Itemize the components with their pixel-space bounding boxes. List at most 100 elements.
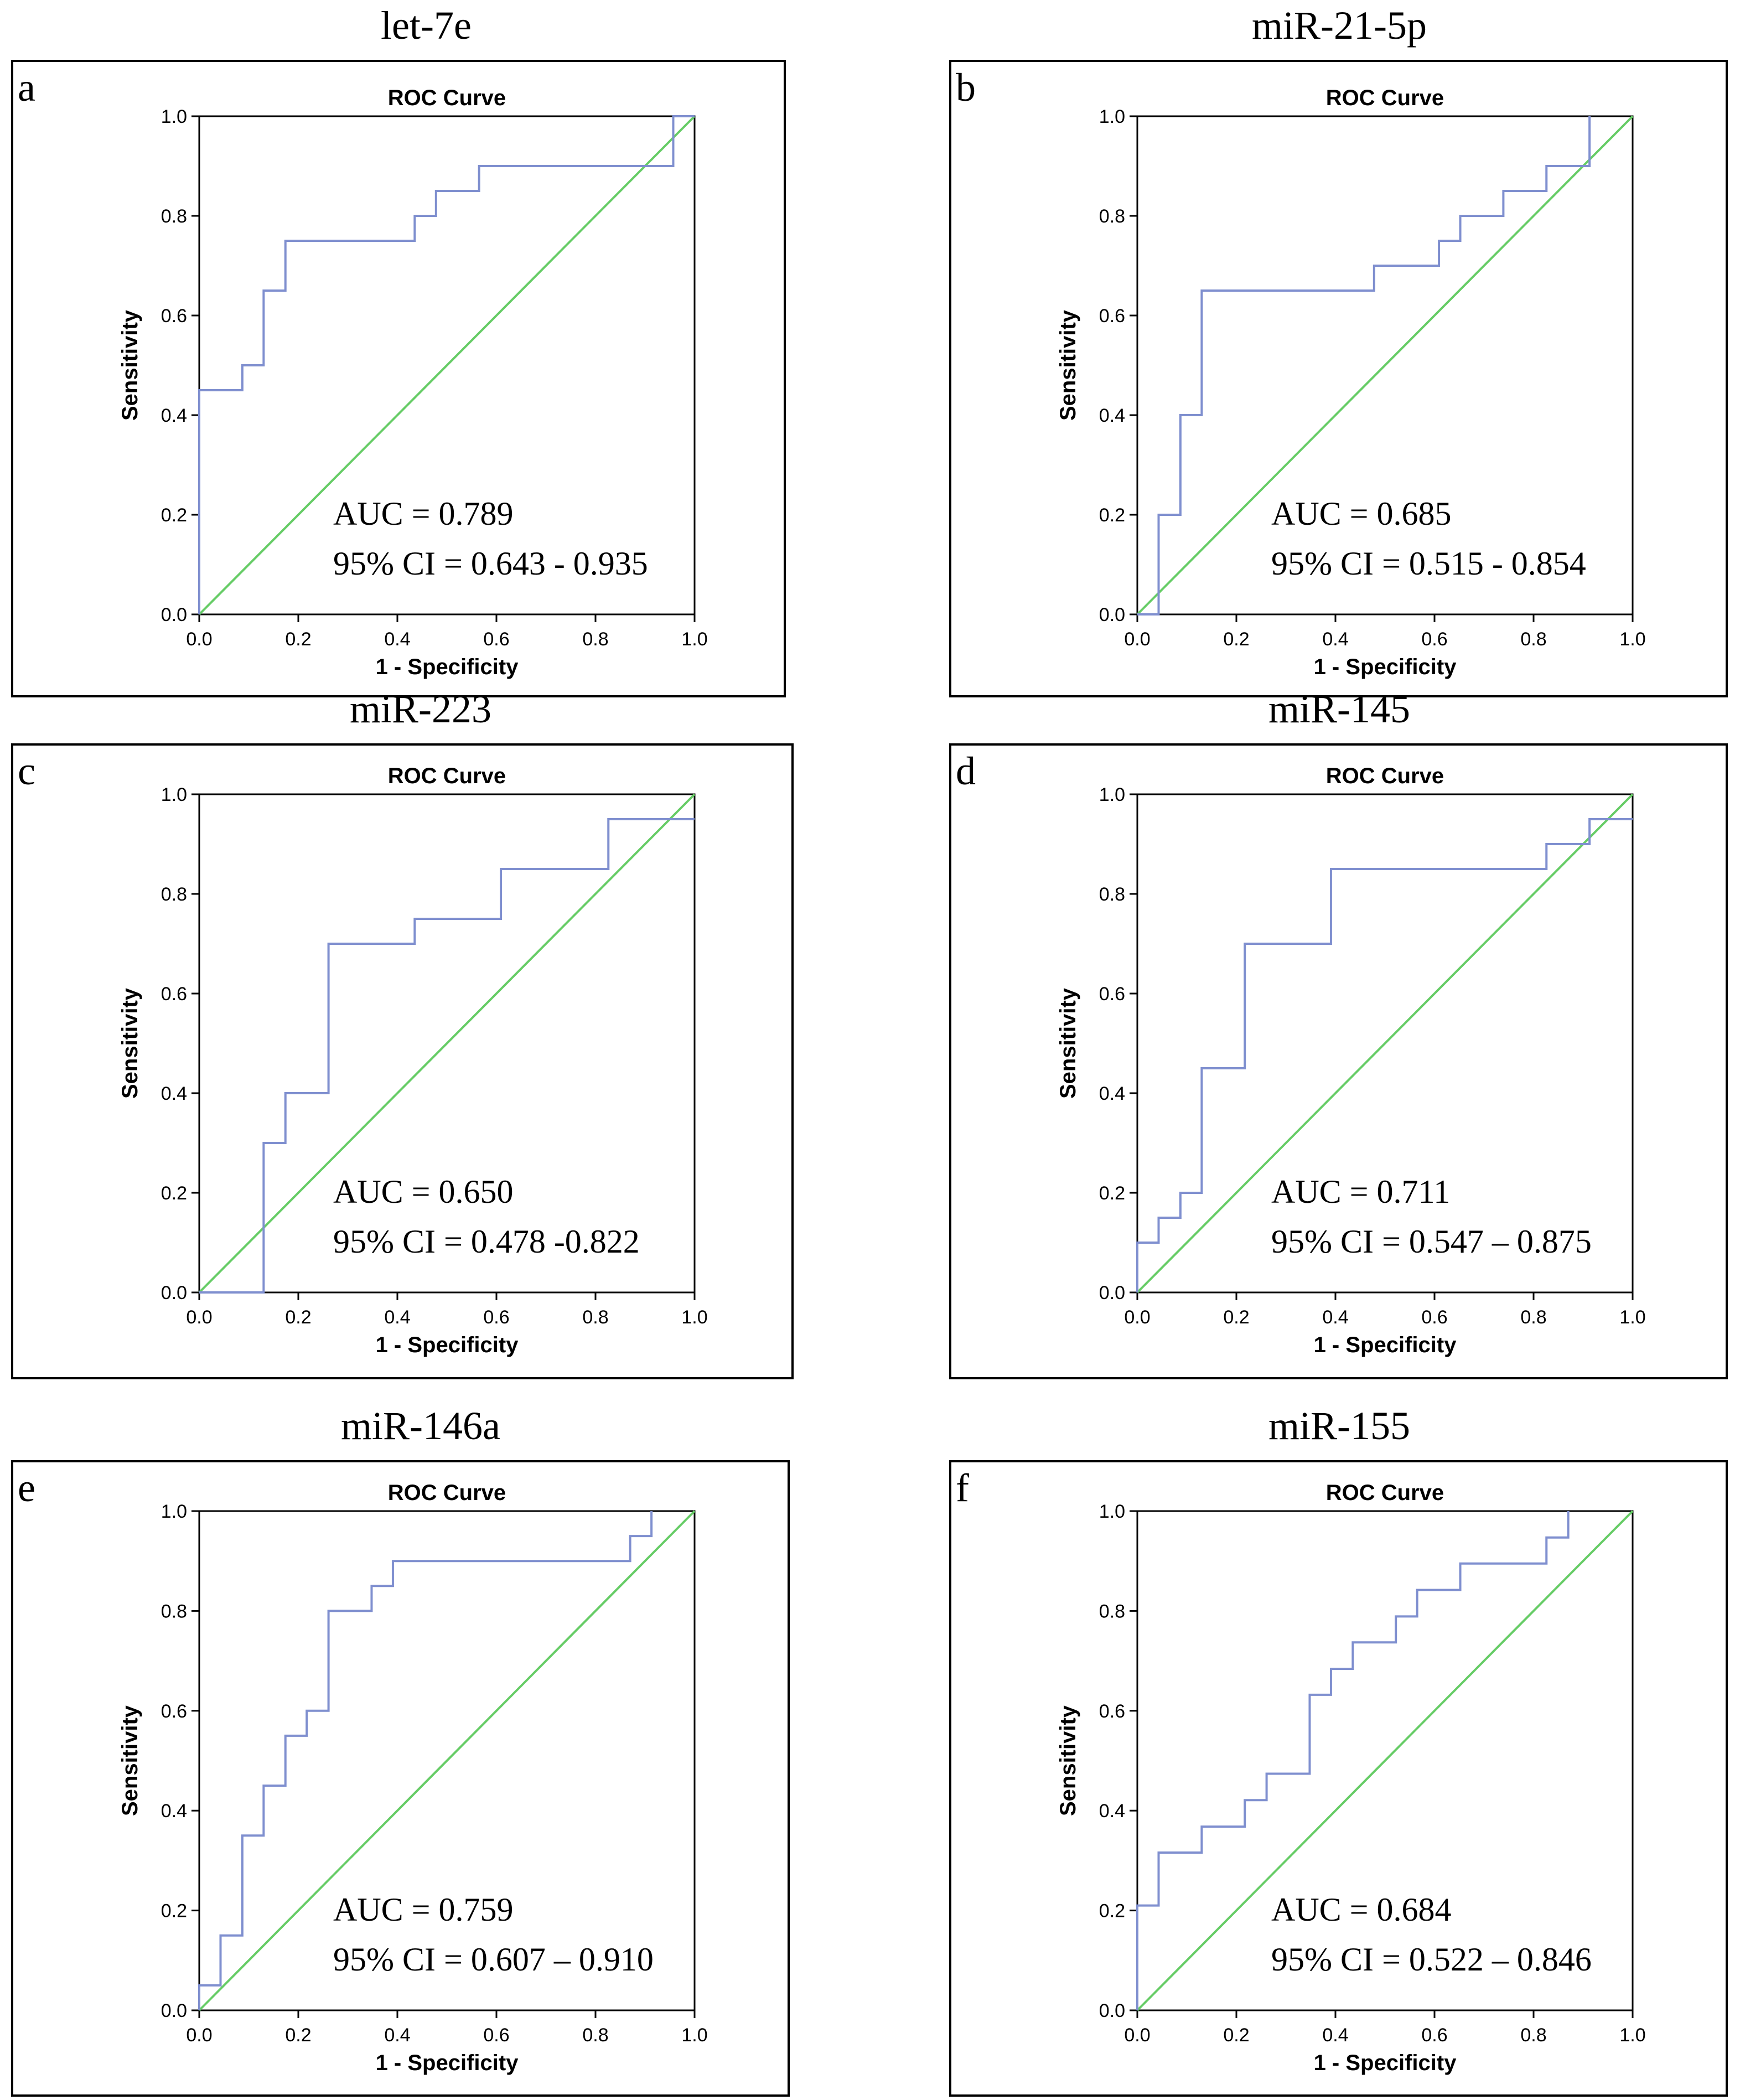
panel-b-auc-text: AUC = 0.685 <box>1271 495 1452 532</box>
panel-d-x-tick-label: 1.0 <box>1619 1307 1645 1328</box>
panel-e-x-tick-label: 1.0 <box>681 2025 707 2046</box>
panel-d-y-tick-label: 0.2 <box>1099 1183 1125 1204</box>
panel-a-y-tick-label: 1.0 <box>161 106 187 127</box>
panel-e-ci-text: 95% CI = 0.607 – 0.910 <box>333 1941 654 1978</box>
panel-a-x-axis-label: 1 - Specificity <box>376 655 519 679</box>
panel-e-frame <box>11 1460 790 2097</box>
panel-e-roc-curve <box>198 1511 653 2010</box>
panel-a-x-tick-label: 0.8 <box>582 629 608 650</box>
panel-b-y-tick-label: 0.4 <box>1099 405 1125 426</box>
panel-e-x-tick-label: 0.6 <box>483 2025 509 2046</box>
panel-c-y-tick-label: 0.6 <box>161 984 187 1005</box>
panel-c-y-tick-label: 0.2 <box>161 1183 187 1204</box>
panel-e-plot-area <box>198 1510 696 2011</box>
panel-e-y-tick-label: 0.4 <box>161 1801 187 1822</box>
panel-c-x-tick-label: 0.0 <box>186 1307 212 1328</box>
panel-f-gene-title: miR-155 <box>1268 1404 1410 1448</box>
panel-b-x-tick-label: 1.0 <box>1619 629 1645 650</box>
panel-b-y-tick-label: 1.0 <box>1099 106 1125 127</box>
panel-e-x-tick-label: 0.0 <box>186 2025 212 2046</box>
panel-c-y-tick-label: 1.0 <box>161 784 187 805</box>
panel-d-y-tick-label: 0.0 <box>1099 1282 1125 1304</box>
panel-a-x-tick-label: 0.4 <box>384 629 410 650</box>
panel-a-plot-area <box>198 115 696 615</box>
panel-f-y-tick-label: 0.4 <box>1099 1801 1125 1822</box>
panel-f-x-tick-label: 0.8 <box>1520 2025 1546 2046</box>
panel-f-reference-line <box>1136 1510 1634 2011</box>
panel-e-x-tick-label: 0.2 <box>285 2025 311 2046</box>
panel-f-frame <box>949 1460 1728 2097</box>
panel-c-roc-curve <box>199 818 695 1294</box>
panel-a-frame <box>11 60 786 697</box>
panel-d-roc-curve <box>1136 818 1633 1292</box>
panel-a-y-tick-label: 0.2 <box>161 505 187 526</box>
panel-b-gene-title: miR-21-5p <box>1252 3 1427 48</box>
panel-c-x-tick-label: 0.4 <box>384 1307 410 1328</box>
panel-c-x-axis-label: 1 - Specificity <box>376 1333 519 1357</box>
panel-f-x-axis-label: 1 - Specificity <box>1314 2051 1457 2075</box>
panel-b-letter: b <box>956 65 976 110</box>
panel-c-y-tick-label: 0.4 <box>161 1083 187 1104</box>
panel-b-chart-title: ROC Curve <box>1326 86 1444 110</box>
panel-d-y-tick-label: 0.6 <box>1099 984 1125 1005</box>
panel-c-x-tick-label: 0.6 <box>483 1307 509 1328</box>
panel-c-y-tick-label: 0.8 <box>161 884 187 905</box>
panel-f-roc-curve <box>1136 1511 1570 2010</box>
panel-b-frame <box>949 60 1728 697</box>
panel-f-y-tick-label: 0.2 <box>1099 1901 1125 1922</box>
panel-d-x-tick-label: 0.6 <box>1421 1307 1447 1328</box>
panel-b-y-tick-label: 0.8 <box>1099 206 1125 227</box>
panel-b-x-tick-label: 0.6 <box>1421 629 1447 650</box>
panel-b-x-axis-label: 1 - Specificity <box>1314 655 1457 679</box>
panel-a-x-tick-label: 0.2 <box>285 629 311 650</box>
panel-f-auc-text: AUC = 0.684 <box>1271 1891 1452 1928</box>
panel-b-y-tick-label: 0.0 <box>1099 604 1125 625</box>
panel-c-letter: c <box>18 749 35 793</box>
panel-a-reference-line <box>198 115 696 615</box>
panel-a-ci-text: 95% CI = 0.643 - 0.935 <box>333 545 648 582</box>
panel-f-y-tick-label: 1.0 <box>1099 1501 1125 1522</box>
panel-c-y-axis-label: Sensitivity <box>118 987 142 1099</box>
panel-d-y-axis-label: Sensitivity <box>1056 987 1080 1099</box>
panel-d-gene-title: miR-145 <box>1268 687 1410 731</box>
panel-e-chart-title: ROC Curve <box>388 1481 506 1505</box>
panel-c-ci-text: 95% CI = 0.478 -0.822 <box>333 1223 640 1260</box>
panel-a-roc-curve <box>198 115 695 614</box>
panel-f-y-tick-label: 0.0 <box>1099 2000 1125 2021</box>
panel-d-x-tick-label: 0.8 <box>1520 1307 1546 1328</box>
panel-b-y-tick-label: 0.6 <box>1099 306 1125 327</box>
panel-a-y-axis-label: Sensitivity <box>118 309 142 421</box>
panel-f-ci-text: 95% CI = 0.522 – 0.846 <box>1271 1941 1592 1978</box>
panel-e-y-tick-label: 1.0 <box>161 1501 187 1522</box>
panel-f-y-tick-label: 0.8 <box>1099 1601 1125 1622</box>
panel-c-reference-line <box>198 793 696 1294</box>
panel-d-y-tick-label: 0.4 <box>1099 1083 1125 1104</box>
panel-a-gene-title: let-7e <box>381 3 472 48</box>
panel-e-x-tick-label: 0.8 <box>582 2025 608 2046</box>
panel-d-y-tick-label: 0.8 <box>1099 884 1125 905</box>
panel-e-gene-title: miR-146a <box>341 1404 500 1448</box>
panel-c-x-tick-label: 1.0 <box>681 1307 707 1328</box>
panel-f-x-tick-label: 0.0 <box>1124 2025 1150 2046</box>
panel-e-y-tick-label: 0.6 <box>161 1701 187 1722</box>
panel-d-chart-title: ROC Curve <box>1326 764 1444 788</box>
panel-d-x-tick-label: 0.4 <box>1322 1307 1348 1328</box>
panel-d-plot-area <box>1136 793 1634 1294</box>
panel-e-y-axis-label: Sensitivity <box>118 1705 142 1816</box>
panel-d-letter: d <box>956 749 976 793</box>
panel-e-x-axis-label: 1 - Specificity <box>376 2051 519 2075</box>
panel-b-plot-area <box>1136 115 1634 615</box>
panel-c-x-tick-label: 0.2 <box>285 1307 311 1328</box>
panel-b-ci-text: 95% CI = 0.515 - 0.854 <box>1271 545 1586 582</box>
panel-d-frame <box>949 743 1728 1379</box>
panel-b-x-tick-label: 0.0 <box>1124 629 1150 650</box>
panel-c-chart-title: ROC Curve <box>388 764 506 788</box>
panel-f-plot-area <box>1136 1510 1634 2011</box>
panel-e-y-tick-label: 0.8 <box>161 1601 187 1622</box>
panel-f-y-tick-label: 0.6 <box>1099 1701 1125 1722</box>
panel-e-x-tick-label: 0.4 <box>384 2025 410 2046</box>
panel-b-y-axis-label: Sensitivity <box>1056 309 1080 421</box>
panel-e-y-tick-label: 0.2 <box>161 1901 187 1922</box>
panel-f-chart-title: ROC Curve <box>1326 1481 1444 1505</box>
